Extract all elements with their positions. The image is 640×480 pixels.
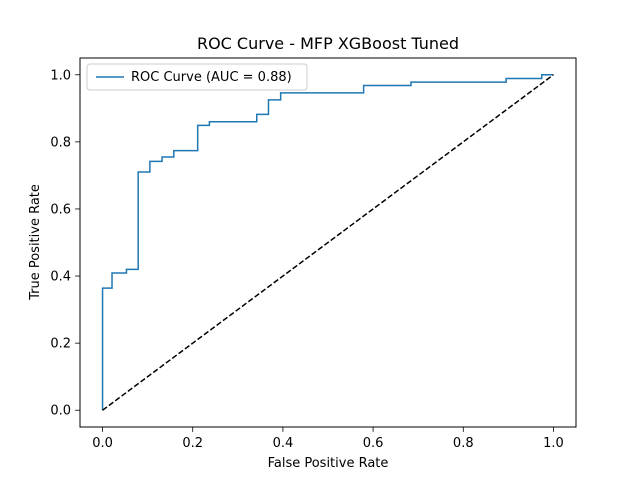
y-tick-label: 0.4 [50,270,71,285]
y-axis: 0.0 0.2 0.4 0.6 0.8 1.0 [50,68,80,419]
axes-frame [79,57,577,428]
y-tick-label: 0.6 [50,202,71,217]
y-axis-label: True Positive Rate [28,184,43,301]
y-tick-label: 0.2 [50,337,71,352]
x-tick-label: 1.0 [543,436,564,451]
chance-diagonal-line [102,74,554,411]
plot-area [79,57,577,428]
x-tick-label: 0.2 [182,436,203,451]
y-tick-label: 0.8 [50,135,71,150]
legend-frame [86,63,308,91]
x-tick-label: 0.4 [273,436,294,451]
series-layer [101,74,554,411]
legend: ROC Curve (AUC = 0.88) [86,63,308,91]
x-axis: 0.0 0.2 0.4 0.6 0.8 1.0 [92,427,564,451]
y-tick-label: 0.0 [50,404,71,419]
x-tick-label: 0.0 [92,436,113,451]
x-tick-label: 0.6 [363,436,384,451]
chart-title: ROC Curve - MFP XGBoost Tuned [197,34,459,53]
y-tick-label: 1.0 [50,68,71,83]
roc-curve-line [101,74,554,411]
x-axis-label: False Positive Rate [268,456,389,471]
legend-label-roc: ROC Curve (AUC = 0.88) [131,70,292,85]
x-tick-label: 0.8 [453,436,474,451]
